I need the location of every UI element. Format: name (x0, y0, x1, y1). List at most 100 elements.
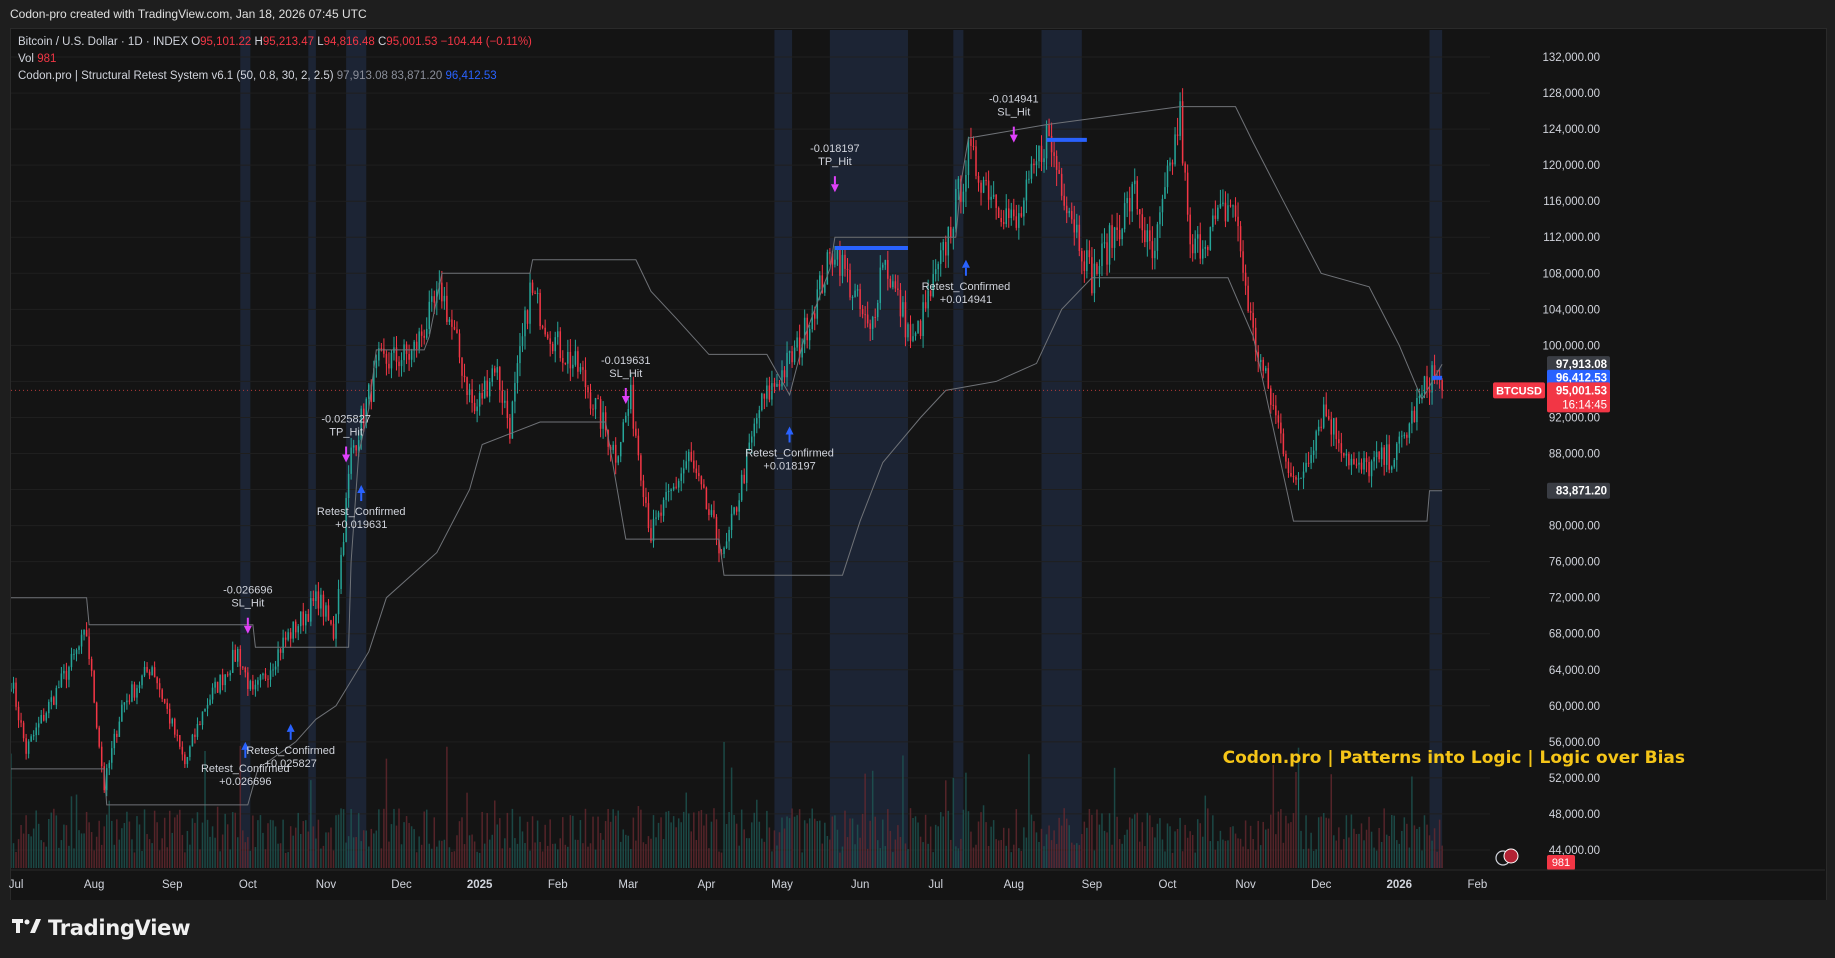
y-tick-label: 56,000.00 (1549, 737, 1600, 749)
candle-body (952, 228, 955, 238)
candle-body (1141, 214, 1144, 231)
candle-body (1123, 203, 1126, 230)
volume-bar (665, 811, 667, 868)
candle-body (1338, 439, 1340, 444)
volume-bar (1161, 839, 1164, 868)
volume-bar (443, 839, 446, 868)
symbol-title[interactable]: Bitcoin / U.S. Dollar · 1D · INDEX (18, 36, 188, 48)
volume-bar (1207, 808, 1209, 868)
volume-bar (211, 826, 214, 868)
volume-bar (352, 837, 355, 868)
candle-body (786, 352, 788, 378)
candle-body (1121, 229, 1123, 240)
volume-bar (708, 848, 710, 868)
candle-body (75, 649, 78, 654)
candle-body (103, 766, 105, 791)
volume-bar (1363, 840, 1365, 868)
volume-bar (1131, 818, 1133, 868)
volume-bar (614, 815, 617, 868)
candle-body (793, 347, 796, 363)
candle-body (912, 336, 914, 341)
candle-body (1073, 219, 1076, 233)
candle-body (345, 498, 347, 542)
volume-bar (216, 806, 219, 868)
volume-bar (1310, 832, 1312, 868)
volume-bar (1302, 849, 1305, 868)
volume-bar (1015, 809, 1018, 868)
candle-body (262, 673, 264, 676)
x-tick-label: Dec (1311, 879, 1332, 891)
indicator-title[interactable]: Codon.pro | Structural Retest System v6.… (18, 70, 334, 82)
candle-body (1315, 431, 1317, 451)
candle-body (1358, 462, 1360, 465)
candle-body (252, 681, 254, 690)
candle-body (1375, 451, 1378, 458)
candle-body (579, 367, 582, 372)
candle-body (362, 408, 365, 424)
candle-body (325, 605, 327, 617)
volume-bar (635, 840, 637, 868)
volume-bar (398, 808, 400, 868)
tradingview-brand[interactable]: TradingView (12, 916, 190, 940)
x-tick-label: Aug (1004, 879, 1024, 891)
volume-bar (751, 822, 753, 868)
candle-body (660, 512, 662, 516)
volume-bar (627, 835, 630, 868)
volume-bar (771, 851, 773, 868)
volume-bar (572, 815, 574, 868)
candle-body (342, 541, 345, 555)
volume-row: Vol 981 (18, 51, 532, 68)
candle-body (166, 702, 168, 709)
volume-bar (373, 833, 375, 868)
volume-bar (254, 847, 257, 868)
candle-body (1111, 225, 1113, 248)
candle-body (614, 444, 617, 463)
candle-body (83, 629, 85, 635)
candle-body (156, 677, 158, 684)
volume-bar (378, 809, 380, 868)
candle-body (1333, 418, 1335, 435)
volume-bar (1365, 829, 1368, 868)
price-chart[interactable]: -0.026696SL_HitRetest_Confirmed+0.026696… (0, 0, 1835, 900)
volume-bar (1018, 848, 1020, 868)
candle-body (869, 323, 871, 329)
volume-bar (408, 822, 410, 868)
volume-bar (955, 846, 957, 868)
volume-label[interactable]: Vol (18, 53, 34, 65)
volume-bar (1013, 844, 1015, 868)
candle-body (627, 409, 630, 416)
candle-body (471, 389, 473, 403)
volume-bar (166, 847, 168, 868)
volume-bar (310, 780, 312, 868)
volume-bar (866, 848, 869, 868)
candle-body (982, 180, 985, 193)
volume-bar (325, 832, 327, 868)
candle-body (425, 328, 428, 338)
candle-body (1385, 444, 1388, 465)
candle-body (337, 588, 340, 615)
volume-bar (1144, 846, 1146, 868)
candle-body (637, 435, 640, 456)
candle-body (443, 295, 446, 302)
volume-bar (882, 819, 884, 868)
volume-bar (1265, 829, 1267, 868)
candle-body (1166, 165, 1169, 188)
candle-body (572, 364, 574, 369)
volume-bar (1350, 814, 1353, 868)
volume-bar (1101, 813, 1103, 868)
candle-body (1272, 404, 1275, 406)
candle-body (929, 290, 932, 297)
change-value: −104.44 (−0.11%) (440, 36, 532, 48)
tradingview-logo-icon (12, 916, 42, 940)
candle-body (1335, 418, 1338, 440)
candle-body (496, 367, 499, 373)
candle-body (221, 674, 224, 686)
x-tick-label: Aug (84, 879, 104, 891)
volume-bar (662, 839, 665, 868)
candle-body (1406, 434, 1408, 438)
volume-bar (705, 814, 708, 868)
candle-body (1262, 359, 1264, 371)
volume-bar (1272, 764, 1275, 868)
created-caption: Codon-pro created with TradingView.com, … (10, 7, 367, 21)
volume-bar (514, 838, 516, 868)
